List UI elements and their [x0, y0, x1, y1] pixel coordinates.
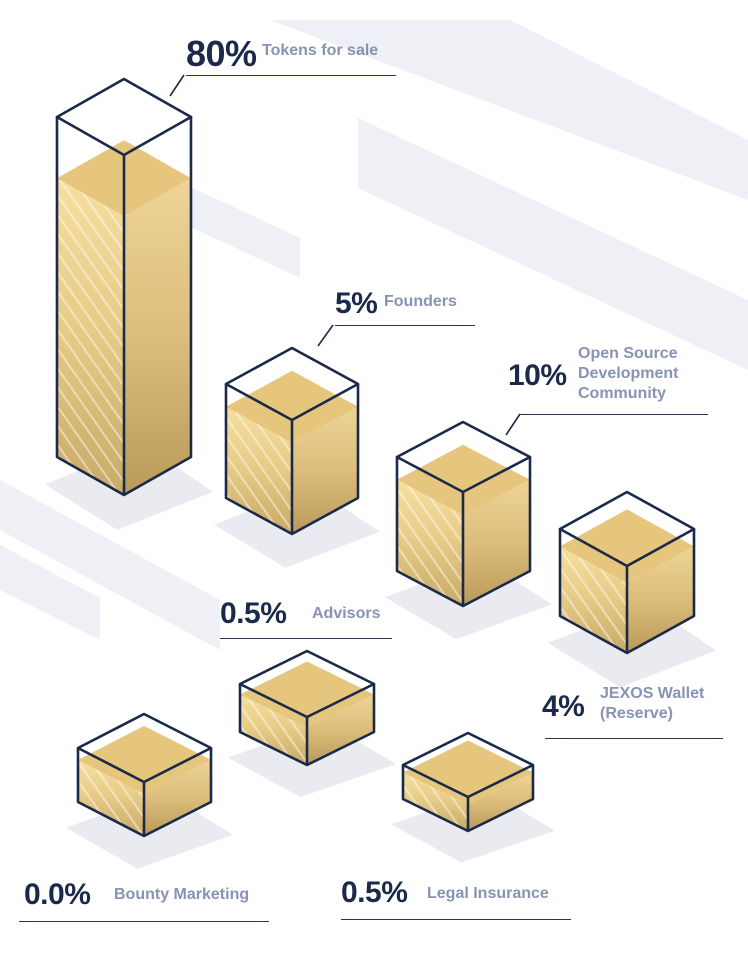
category-label-tokens-for-sale: Tokens for sale [262, 41, 378, 61]
category-label-line: Tokens for sale [262, 42, 379, 59]
category-label-advisors: Advisors [312, 604, 380, 624]
value-label-legal-insurance: 0.5% [341, 876, 408, 909]
bar-fill-right [307, 694, 374, 765]
category-label-line: Development [578, 365, 679, 382]
decor-stripe [0, 480, 220, 650]
bar-hatch [78, 759, 144, 836]
value-label-tokens-for-sale: 80% [186, 33, 257, 74]
category-label-line: JEXOS Wallet [600, 685, 705, 702]
bar-founders [224, 346, 360, 536]
bar-hatch [397, 479, 463, 606]
label-underline [186, 75, 396, 76]
bar-advisors [238, 649, 376, 767]
category-label-open-source-development-community: Open Source Development Community [578, 344, 678, 404]
bar-hatch [240, 694, 307, 765]
bar-hatch [226, 406, 292, 534]
bar-open-source-development-community [395, 420, 532, 608]
category-label-line: Advisors [312, 605, 381, 622]
bar-fill-top [397, 444, 530, 515]
category-label-jexos-wallet-reserve: JEXOS Wallet (Reserve) [600, 684, 704, 724]
bar-hatch [57, 178, 124, 495]
leader-line [317, 324, 334, 347]
label-underline [335, 325, 475, 326]
leader-line [169, 74, 185, 97]
value-label-advisors: 0.5% [220, 597, 287, 630]
label-underline [341, 919, 571, 920]
label-underline [220, 638, 392, 639]
category-label-line: Community [578, 385, 666, 402]
bar-fill-top [403, 740, 533, 805]
value-label-jexos-wallet-reserve: 4% [542, 690, 585, 723]
category-label-line: Bounty Marketing [114, 886, 250, 903]
bar-hatch [560, 546, 627, 653]
bar-legal-insurance [401, 731, 535, 833]
category-label-bounty-marketing: Bounty Marketing [114, 885, 249, 905]
category-label-founders: Founders [384, 292, 457, 312]
bar-fill-right [292, 406, 358, 534]
category-label-line: Legal Insurance [427, 885, 549, 902]
label-underline [545, 738, 723, 739]
bar-fill-top [240, 661, 374, 728]
decor-stripe [270, 20, 748, 200]
value-label-bounty-marketing: 0.0% [24, 878, 91, 911]
bar-jexos-wallet-reserve [558, 490, 696, 655]
bar-tokens-for-sale [55, 77, 193, 497]
value-label-open-source-development-community: 10% [508, 359, 567, 392]
bars [55, 74, 696, 838]
bar-fill-top [560, 509, 694, 584]
category-label-legal-insurance: Legal Insurance [427, 884, 549, 904]
bar-fill-right [144, 759, 211, 836]
decor-stripe [358, 118, 748, 370]
value-label-founders: 5% [335, 287, 378, 320]
category-label-line: Founders [384, 293, 457, 310]
leader-line [505, 413, 521, 436]
bar-fill-top [226, 370, 358, 443]
bar-fill-right [124, 178, 191, 495]
category-label-line: (Reserve) [600, 705, 673, 722]
bar-fill-right [463, 479, 530, 606]
bar-hatch [403, 772, 468, 831]
bar-fill-right [468, 772, 533, 831]
label-underline [19, 921, 269, 922]
label-underline [520, 414, 708, 415]
background-decoration [0, 20, 748, 650]
bar-fill-top [78, 725, 211, 794]
category-label-line: Open Source [578, 345, 678, 362]
decor-stripe [0, 545, 100, 640]
bar-bounty-marketing [76, 712, 213, 838]
bar-fill-right [627, 546, 694, 653]
